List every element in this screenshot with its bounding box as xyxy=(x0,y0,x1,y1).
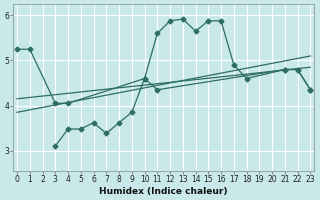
X-axis label: Humidex (Indice chaleur): Humidex (Indice chaleur) xyxy=(100,187,228,196)
